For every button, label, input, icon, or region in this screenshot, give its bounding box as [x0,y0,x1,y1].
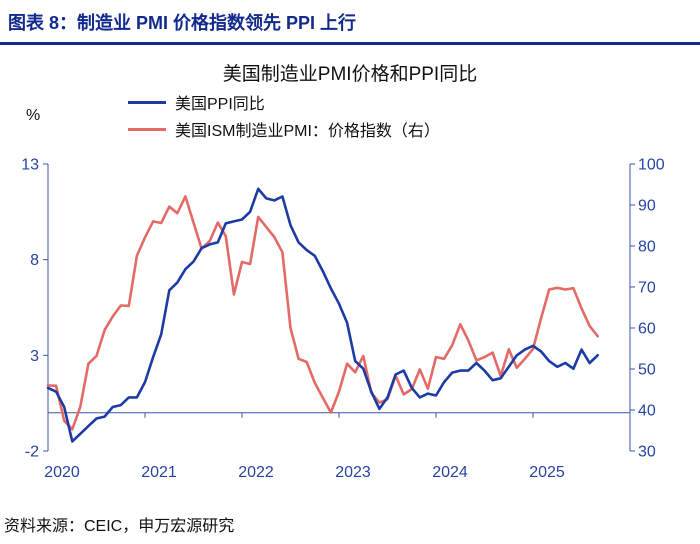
x-tick-label: 2020 [44,464,80,481]
right-tick-label: 40 [638,403,656,420]
right-tick-label: 30 [638,444,656,461]
x-tick-label: 2024 [432,464,468,481]
legend-label-pmi: 美国ISM制造业PMI：价格指数（右） [175,123,440,140]
x-tick-label: 2025 [529,464,565,481]
figure-title: 图表 8：制造业 PMI 价格指数领先 PPI 上行 [8,13,357,33]
legend-label-ppi: 美国PPI同比 [175,96,265,113]
x-tick-label: 2021 [141,464,177,481]
right-tick-label: 100 [638,157,665,174]
line-chart: 13 8 3 -2 100 90 80 70 60 50 40 30 2020 2021 2022 2023 2… [21,157,665,482]
left-tick-label: 13 [21,157,39,174]
right-tick-label: 80 [638,239,656,256]
pmi-series-line [46,195,600,431]
source-note: 资料来源：CEIC，申万宏源研究 [4,518,235,535]
ppi-line-swatch [128,100,166,104]
chart-title: 美国制造业PMI价格和PPI同比 [222,64,478,85]
left-tick-label: 3 [30,348,39,365]
legend-item-pmi: 美国ISM制造业PMI：价格指数（右） [128,119,700,140]
chart-area: 美国制造业PMI价格和PPI同比 美国PPI同比 美国ISM制造业PMI：价格指… [0,59,700,488]
legend-item-ppi: 美国PPI同比 [128,92,700,113]
x-tick-label: 2022 [238,464,274,481]
right-tick-label: 50 [638,362,656,379]
pmi-line-swatch [128,127,166,131]
chart-legend: 美国PPI同比 美国ISM制造业PMI：价格指数（右） [128,92,700,140]
right-tick-label: 70 [638,280,656,297]
left-axis-unit: % [26,107,41,124]
right-tick-label: 60 [638,321,656,338]
figure-header: 图表 8：制造业 PMI 价格指数领先 PPI 上行 [0,0,700,45]
ppi-series-line [46,187,600,443]
left-tick-label: 8 [30,252,39,269]
right-tick-label: 90 [638,198,656,215]
left-tick-label: -2 [25,444,39,461]
x-tick-label: 2023 [335,464,371,481]
